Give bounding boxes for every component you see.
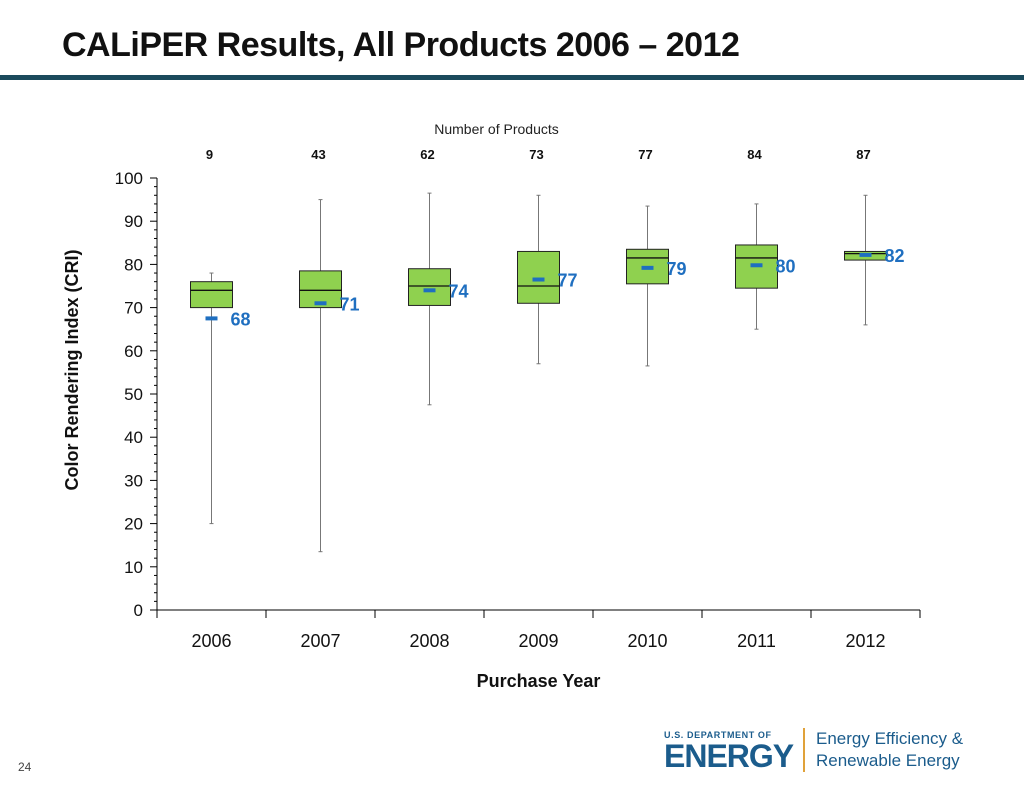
eere-line-1: Energy Efficiency & [816, 729, 964, 748]
x-axis-title: Purchase Year [477, 671, 601, 691]
page-number: 24 [18, 760, 32, 774]
doe-small-text: U.S. DEPARTMENT OF [664, 730, 772, 740]
y-tick-label: 40 [124, 428, 143, 447]
count-label: 62 [420, 147, 434, 162]
title-rule [0, 75, 1024, 80]
iqr-box [408, 268, 451, 306]
y-tick-label: 100 [115, 169, 143, 188]
doe-big-text: ENERGY [664, 738, 794, 774]
x-tick-label: 2010 [627, 631, 667, 651]
mean-marker [641, 265, 654, 270]
y-tick-label: 0 [134, 601, 143, 620]
x-tick-label: 2012 [845, 631, 885, 651]
y-tick-label: 30 [124, 471, 143, 490]
count-label: 77 [638, 147, 652, 162]
y-tick-label: 90 [124, 212, 143, 231]
iqr-box [517, 250, 560, 304]
iqr-box [190, 281, 233, 309]
slide-title: CALiPER Results, All Products 2006 – 201… [62, 26, 740, 64]
y-tick-label: 50 [124, 385, 143, 404]
count-label: 9 [206, 147, 213, 162]
mean-marker [314, 301, 327, 306]
mean-marker [423, 288, 436, 293]
y-tick-label: 70 [124, 299, 143, 318]
mean-label: 79 [667, 259, 687, 279]
x-tick-label: 2007 [300, 631, 340, 651]
x-tick-label: 2009 [518, 631, 558, 651]
mean-label: 68 [231, 309, 251, 329]
y-tick-label: 20 [124, 515, 143, 534]
count-label: 84 [747, 147, 762, 162]
x-tick-label: 2006 [191, 631, 231, 651]
count-label: 73 [529, 147, 543, 162]
mean-marker [205, 316, 218, 321]
box-plot-chart: Number of Products 9 43 62 73 77 84 87 0 10 20 30 40… [62, 121, 921, 691]
x-tick-label: 2011 [737, 631, 776, 651]
mean-marker [750, 263, 763, 268]
eere-line-2: Renewable Energy [816, 751, 960, 770]
mean-label: 77 [558, 271, 578, 291]
mean-marker [532, 277, 545, 282]
y-tick-label: 60 [124, 342, 143, 361]
y-tick-label: 80 [124, 255, 143, 274]
y-axis-title: Color Rendering Index (CRI) [62, 249, 82, 490]
doe-eere-logo: U.S. DEPARTMENT OF ENERGY Energy Efficie… [664, 726, 984, 776]
count-label: 43 [311, 147, 325, 162]
x-tick-label: 2008 [409, 631, 449, 651]
mean-label: 80 [776, 256, 796, 276]
y-tick-label: 10 [124, 558, 143, 577]
mean-label: 71 [340, 294, 360, 314]
top-label: Number of Products [434, 121, 559, 137]
mean-marker [859, 252, 872, 257]
logo-divider [803, 728, 805, 772]
mean-label: 82 [885, 246, 905, 266]
count-label: 87 [856, 147, 870, 162]
mean-label: 74 [449, 281, 469, 301]
